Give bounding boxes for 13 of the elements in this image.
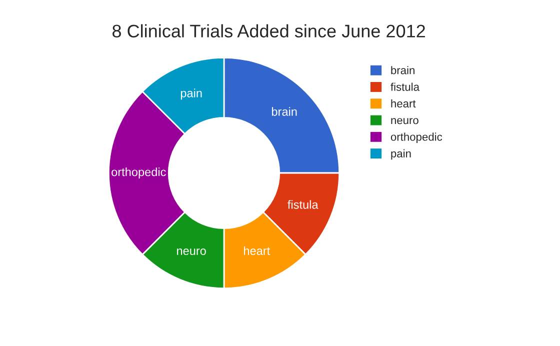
legend-label: heart <box>391 99 416 108</box>
legend-label: neuro <box>391 118 418 124</box>
slice-label: fistula <box>288 200 318 209</box>
legend-label: brain <box>391 66 414 74</box>
slice-label: brain <box>272 107 297 116</box>
legend-label: orthopedic <box>390 132 442 143</box>
slice-label: neuro <box>177 248 206 256</box>
slice-label: heart <box>244 246 270 256</box>
legend-label: pain <box>391 149 411 160</box>
legend-label: fistula <box>390 82 420 91</box>
slice-label: pain <box>180 88 202 100</box>
slice-label: orthopedic <box>112 167 166 178</box>
chart-title: 8 Clinical Trials Added since June 2012 <box>112 24 425 38</box>
